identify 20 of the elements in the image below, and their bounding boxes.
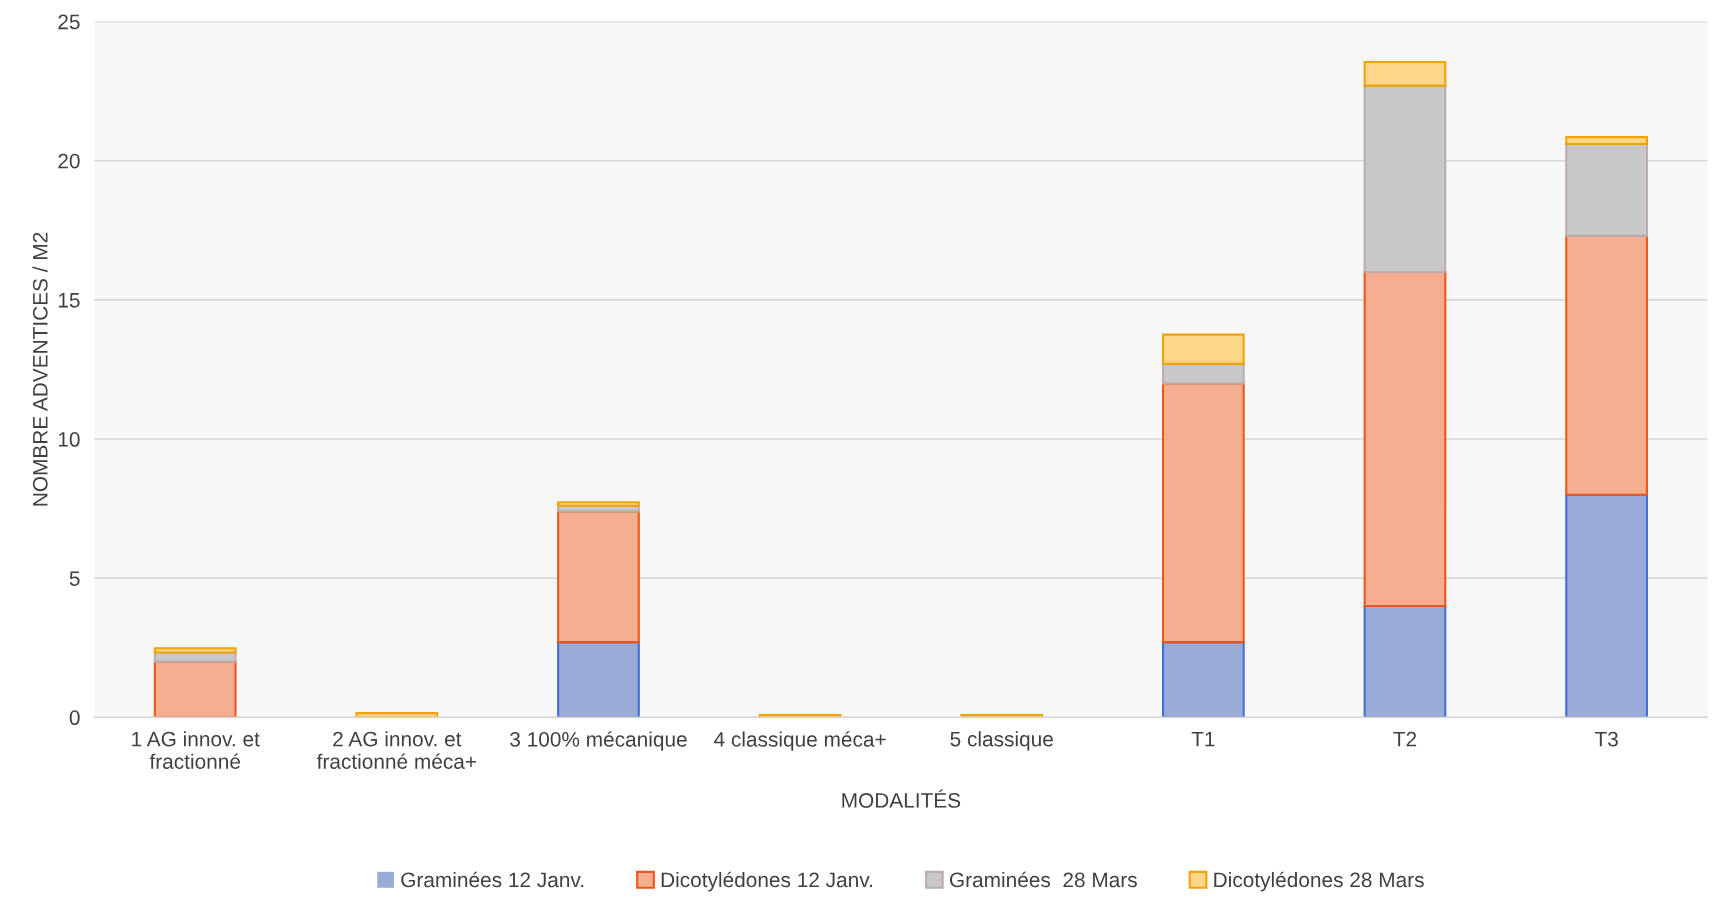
y-tick-label: 25	[58, 14, 80, 30]
y-tick-label: 0	[69, 710, 80, 726]
x-tick-label: 5 classique	[950, 731, 1053, 751]
y-tick-label: 20	[58, 153, 80, 169]
x-tick-label: T1	[1191, 731, 1215, 747]
x-tick-label: 3 100% mécanique	[510, 731, 687, 751]
legend-label: Graminées 12 Janv.	[401, 871, 584, 888]
legend-label: Dicotylédones 28 Mars	[1214, 871, 1424, 892]
x-axis-title: MODALITÉS	[842, 789, 961, 808]
y-tick-label: 15	[58, 293, 80, 308]
y-tick-label: 5	[69, 571, 80, 586]
x-tick-label: 1 AG innov. et fractionné	[132, 731, 260, 769]
legend-label: Graminées 28 Mars	[949, 871, 1137, 888]
x-tick-label: T2	[1393, 731, 1417, 747]
legend-label: Dicotylédones 12 Janv.	[661, 871, 873, 892]
x-tick-label: 2 AG innov. et fractionné méca+	[316, 731, 476, 769]
y-axis-title: NOMBRE ADVENTICES / M2	[32, 232, 48, 506]
y-tick-label: 10	[58, 432, 80, 447]
x-tick-label: 4 classique méca+	[714, 731, 886, 751]
x-tick-label: T3	[1594, 731, 1618, 747]
